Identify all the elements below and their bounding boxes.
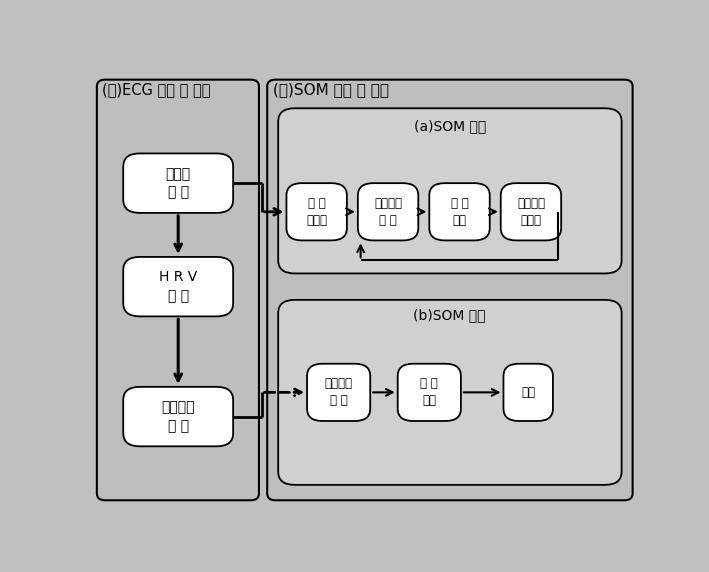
FancyBboxPatch shape bbox=[501, 183, 562, 240]
FancyBboxPatch shape bbox=[286, 183, 347, 240]
Text: 학 습
초기화: 학 습 초기화 bbox=[306, 197, 327, 227]
Text: 인식: 인식 bbox=[521, 386, 535, 399]
FancyBboxPatch shape bbox=[503, 364, 553, 421]
Text: H R V
분 석: H R V 분 석 bbox=[159, 271, 197, 303]
FancyBboxPatch shape bbox=[123, 387, 233, 446]
Text: (b)SOM 인식: (b)SOM 인식 bbox=[413, 309, 486, 323]
FancyBboxPatch shape bbox=[307, 364, 370, 421]
FancyBboxPatch shape bbox=[123, 153, 233, 213]
Text: 심전도
측 정: 심전도 측 정 bbox=[166, 167, 191, 200]
FancyBboxPatch shape bbox=[97, 80, 259, 500]
Text: 입력벡터
입 력: 입력벡터 입 력 bbox=[325, 378, 352, 407]
FancyBboxPatch shape bbox=[278, 108, 622, 273]
Text: (나)SOM 학습 및 인식: (나)SOM 학습 및 인식 bbox=[273, 82, 389, 97]
Text: 입력벡터
입 력: 입력벡터 입 력 bbox=[374, 197, 402, 227]
FancyBboxPatch shape bbox=[358, 183, 418, 240]
FancyBboxPatch shape bbox=[398, 364, 461, 421]
FancyBboxPatch shape bbox=[430, 183, 490, 240]
Text: 입력벡터
추 출: 입력벡터 추 출 bbox=[162, 400, 195, 433]
Text: 연결강도
재조정: 연결강도 재조정 bbox=[517, 197, 545, 227]
Text: 거 리
계산: 거 리 계산 bbox=[420, 378, 438, 407]
FancyBboxPatch shape bbox=[267, 80, 632, 500]
Text: 거 리
계산: 거 리 계산 bbox=[451, 197, 469, 227]
Text: (가)ECG 측정 및 분석: (가)ECG 측정 및 분석 bbox=[102, 82, 211, 97]
FancyBboxPatch shape bbox=[278, 300, 622, 485]
Text: (a)SOM 학습: (a)SOM 학습 bbox=[413, 120, 486, 133]
FancyBboxPatch shape bbox=[123, 257, 233, 316]
